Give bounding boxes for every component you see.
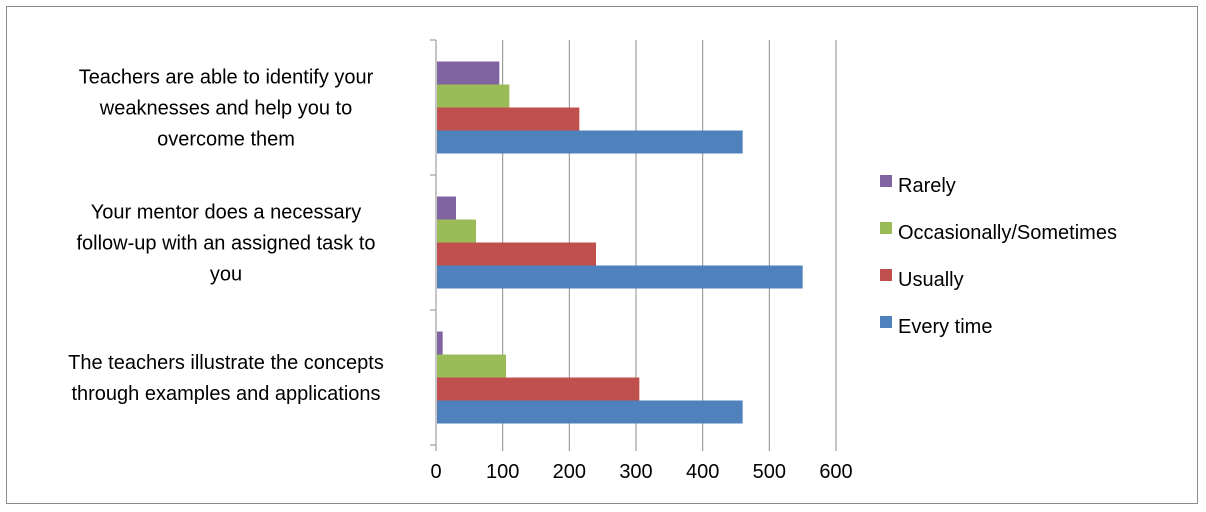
category-label-2: Teachers are able to identify your weakne…: [79, 67, 374, 151]
category-label-line: you: [210, 264, 242, 286]
category-label-line: follow-up with an assigned task to: [76, 233, 375, 255]
bar-rarely-cat1: [437, 196, 456, 220]
bar-occasionally-sometimes-cat2: [437, 84, 510, 108]
bar-usually-cat2: [437, 107, 580, 131]
legend-swatch-rarely: [880, 175, 892, 187]
category-label-line: Your mentor does a necessary: [91, 202, 362, 224]
legend-swatch-occasionally-sometimes: [880, 222, 892, 234]
x-tick-label: 500: [753, 461, 786, 483]
bar-every-time-cat1: [437, 265, 803, 289]
legend-label-occasionally-sometimes: Occasionally/Sometimes: [898, 222, 1117, 244]
category-label-line: through examples and applications: [71, 383, 380, 405]
legend-label-usually: Usually: [898, 269, 964, 291]
legend-label-every-time: Every time: [898, 316, 992, 338]
category-label-0: The teachers illustrate the concepts thro…: [68, 352, 384, 405]
category-label-line: weaknesses and help you to: [99, 98, 352, 120]
bar-rarely-cat2: [437, 61, 500, 85]
bar-rarely-cat0: [437, 331, 443, 355]
category-label-line: The teachers illustrate the concepts: [68, 352, 384, 374]
bar-occasionally-sometimes-cat0: [437, 354, 506, 378]
legend-label-rarely: Rarely: [898, 175, 956, 197]
x-tick-label: 600: [819, 461, 852, 483]
bar-usually-cat1: [437, 242, 596, 266]
x-tick-label: 400: [686, 461, 719, 483]
bar-occasionally-sometimes-cat1: [437, 219, 476, 243]
bar-every-time-cat0: [437, 400, 743, 424]
category-label-line: overcome them: [157, 129, 295, 151]
legend-swatch-every-time: [880, 316, 892, 328]
x-tick-label: 200: [553, 461, 586, 483]
legend-swatch-usually: [880, 269, 892, 281]
category-label-line: Teachers are able to identify your: [79, 67, 374, 89]
x-tick-label: 100: [486, 461, 519, 483]
category-label-1: Your mentor does a necessary follow-up wi…: [76, 202, 375, 286]
bar-every-time-cat2: [437, 130, 743, 154]
x-tick-label: 0: [430, 461, 441, 483]
bar-usually-cat0: [437, 377, 640, 401]
x-tick-label: 300: [619, 461, 652, 483]
